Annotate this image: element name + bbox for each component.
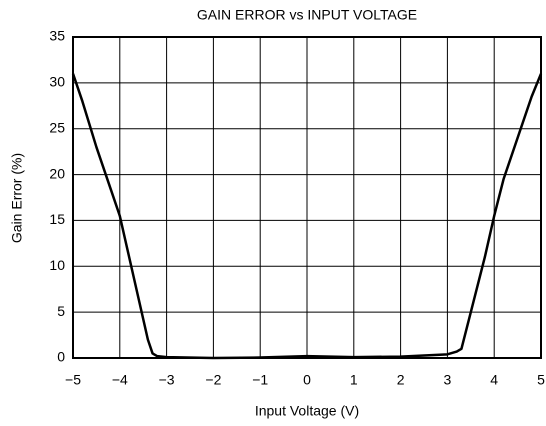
data-line <box>71 73 543 360</box>
x-tick-label: 3 <box>444 372 452 388</box>
y-tick-label: 35 <box>49 28 65 44</box>
x-tick-label: −3 <box>159 372 175 388</box>
x-tick-label: −5 <box>65 372 81 388</box>
chart-title: GAIN ERROR vs INPUT VOLTAGE <box>197 7 417 23</box>
y-tick-label: 30 <box>49 74 65 90</box>
y-tick-label: 25 <box>49 119 65 135</box>
x-tick-label: 0 <box>303 372 311 388</box>
plot-frame <box>72 36 542 359</box>
y-tick-label: 0 <box>57 349 65 365</box>
y-axis-label: Gain Error (%) <box>9 153 25 243</box>
y-tick-label: 20 <box>49 165 65 181</box>
x-tick-label: −1 <box>252 372 268 388</box>
x-tick-label: 1 <box>350 372 358 388</box>
x-tick-label: −2 <box>205 372 221 388</box>
y-tick-label: 5 <box>57 303 65 319</box>
x-axis-label: Input Voltage (V) <box>255 403 359 419</box>
x-tick-label: −4 <box>112 372 128 388</box>
y-tick-label: 10 <box>49 257 65 273</box>
x-tick-label: 2 <box>397 372 405 388</box>
y-tick-label: 15 <box>49 211 65 227</box>
x-tick-label: 5 <box>537 372 545 388</box>
x-tick-label: 4 <box>490 372 498 388</box>
